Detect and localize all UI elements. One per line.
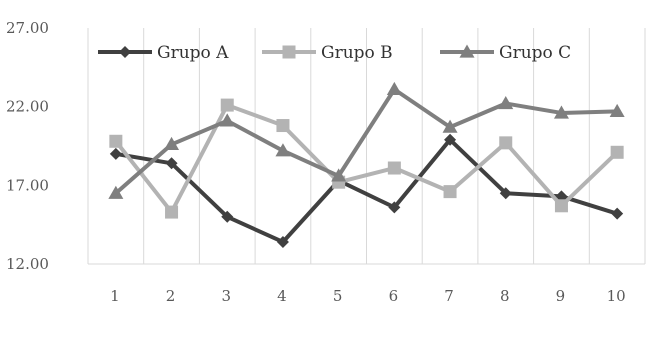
data-point <box>499 187 512 200</box>
data-point <box>387 161 401 175</box>
data-point <box>220 98 234 112</box>
data-point <box>388 201 401 214</box>
data-point <box>553 105 569 119</box>
data-point <box>109 134 123 148</box>
series-layer <box>108 81 625 248</box>
data-point <box>609 103 625 118</box>
data-point <box>498 96 514 110</box>
legend-marker <box>282 45 296 59</box>
series-line <box>115 137 618 244</box>
grid-layer <box>87 28 646 265</box>
x-tick-label: 7 <box>444 287 454 305</box>
y-tick-label: 12.00 <box>6 255 49 273</box>
x-tick-label: 10 <box>607 287 626 305</box>
data-point <box>443 185 457 199</box>
x-tick-label: 1 <box>110 287 120 305</box>
series-grupo-a <box>109 133 624 248</box>
series-line <box>114 103 619 215</box>
data-point <box>276 235 289 248</box>
x-tick-label: 2 <box>166 287 176 305</box>
data-point <box>108 185 124 199</box>
data-point <box>219 113 235 127</box>
data-point <box>221 210 234 223</box>
data-point <box>165 205 179 219</box>
x-tick-label: 5 <box>333 287 343 305</box>
y-tick-label: 22.00 <box>6 98 49 116</box>
data-point <box>442 119 458 133</box>
legend-label: Grupo A <box>157 43 229 63</box>
data-point <box>611 207 624 220</box>
y-tick-label: 27.00 <box>6 19 49 37</box>
legend-item: Grupo C <box>440 43 571 63</box>
data-point <box>444 133 457 146</box>
series-line <box>114 87 618 195</box>
data-point <box>109 147 122 160</box>
data-point <box>610 145 624 159</box>
data-point <box>499 136 513 150</box>
x-axis-tick-labels: 1 2 3 4 5 6 7 8 9 10 <box>110 287 626 305</box>
x-tick-label: 8 <box>500 287 510 305</box>
legend-label: Grupo B <box>321 43 393 63</box>
data-point <box>386 81 402 95</box>
data-point <box>276 119 290 133</box>
y-axis-tick-labels: 12.00 17.00 22.00 27.00 <box>6 19 49 273</box>
x-tick-label: 9 <box>556 287 566 305</box>
x-tick-label: 4 <box>277 287 287 305</box>
y-tick-label: 17.00 <box>6 176 49 194</box>
data-point <box>165 157 178 170</box>
x-tick-label: 3 <box>221 287 231 305</box>
legend-item: Grupo A <box>98 43 229 63</box>
data-point <box>331 168 347 182</box>
data-point <box>275 143 291 157</box>
legend: Grupo A Grupo B Grupo C <box>98 43 571 63</box>
data-point <box>554 199 568 213</box>
x-tick-label: 6 <box>389 287 399 305</box>
data-point <box>164 136 180 151</box>
series-grupo-c <box>108 81 625 199</box>
legend-item: Grupo B <box>262 43 393 63</box>
legend-marker <box>459 44 475 58</box>
legend-marker <box>119 46 131 58</box>
legend-label: Grupo C <box>499 43 571 63</box>
